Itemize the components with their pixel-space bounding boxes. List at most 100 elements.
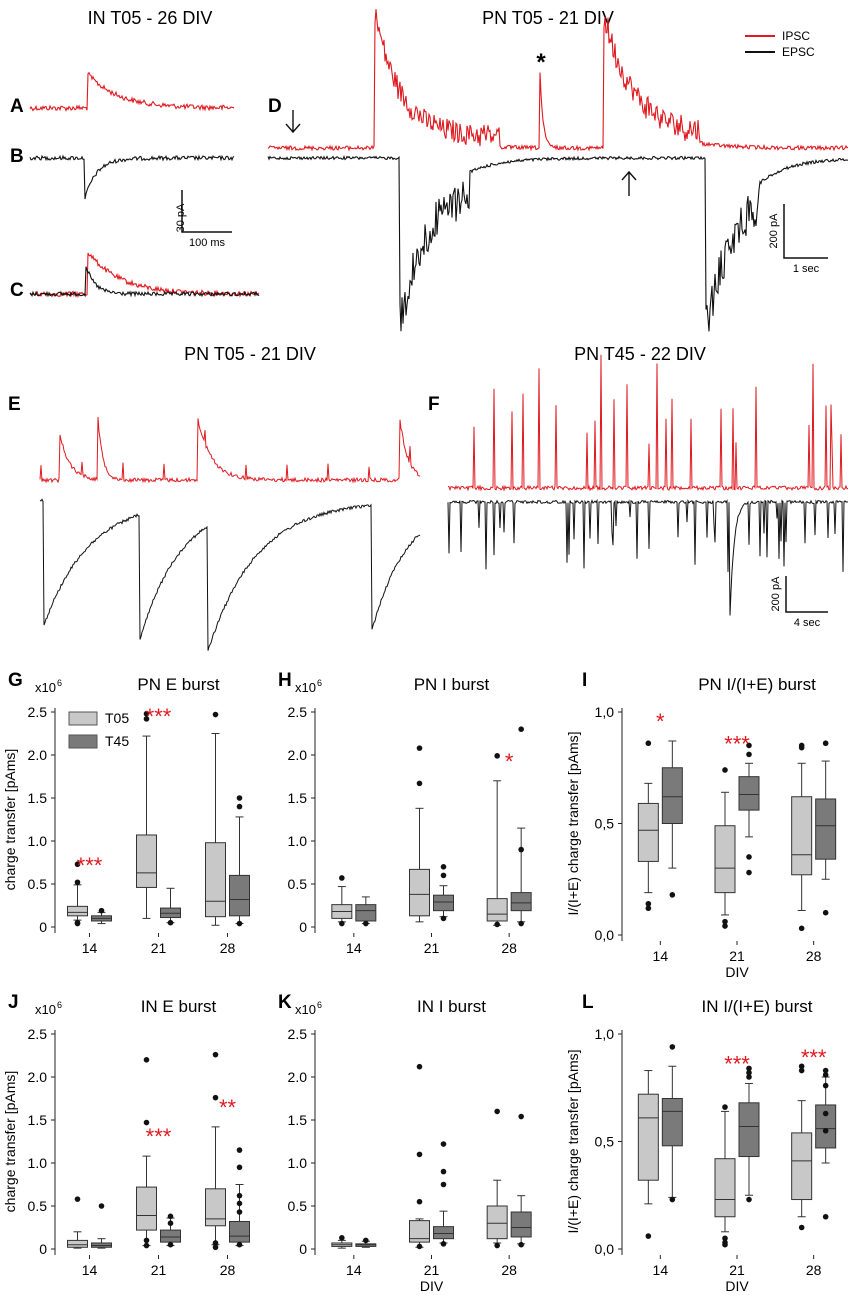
y-tick-label-H: 1.5: [288, 790, 308, 806]
x-tick-label-L: 28: [806, 1262, 822, 1278]
outlier-point: [236, 1200, 243, 1207]
outlier-point: [518, 846, 524, 853]
panel-H: PN I burst x10 6 0 0.5 1.0 1.5 2.0 2.5 14 21 28 *: [288, 675, 532, 956]
y-tick-label-G: 1.0: [28, 833, 48, 849]
legend-label-T05: T05: [105, 710, 129, 726]
outlier-point: [236, 920, 243, 927]
significance-stars: ***: [146, 704, 172, 729]
outlier-point: [746, 869, 752, 876]
y-tick-label-J: 2.0: [28, 1069, 48, 1085]
multiplier-exp-K: 6: [317, 1000, 322, 1010]
outlier-point: [722, 1241, 728, 1248]
outlier-point: [74, 1196, 81, 1202]
panel-letter-L: L: [582, 992, 594, 1013]
trace-C-epsc: [29, 266, 260, 298]
outlier-point: [645, 905, 652, 912]
title-E: PN T05 - 21 DIV: [184, 344, 316, 364]
title-J: IN E burst: [141, 997, 217, 1016]
x-tick-label-I: 28: [806, 948, 822, 964]
down-arrow-icon: [285, 110, 301, 134]
outlier-point: [518, 1113, 524, 1120]
outlier-point: [746, 1196, 752, 1203]
y-tick-label-J: 1.5: [28, 1112, 48, 1128]
trace-F-epsc: [447, 498, 849, 616]
box-T05: [409, 868, 430, 917]
y-label-G: charge transfer [pAms]: [2, 749, 18, 891]
y-tick-label-H: 2.5: [288, 704, 308, 720]
y-label-J: charge transfer [pAms]: [2, 1071, 18, 1213]
significance-stars: ***: [724, 1051, 750, 1076]
outlier-point: [822, 909, 829, 916]
y-tick-label-J: 2.5: [28, 1026, 48, 1042]
outlier-point: [746, 1065, 752, 1072]
legend-epsc: EPSC: [782, 45, 815, 59]
outlier-point: [645, 900, 652, 907]
outlier-point: [746, 751, 752, 758]
outlier-point: [669, 1196, 676, 1203]
panel-I: PN I/(I+E) burst 0,0 0,5 1,0 I/(I+E) charge …: [565, 675, 837, 980]
outlier-point: [236, 1164, 243, 1171]
panel-letter-C: C: [10, 280, 24, 301]
outlier-point: [798, 1063, 805, 1070]
x-tick-label-K: 28: [501, 1262, 517, 1278]
outlier-point: [167, 1241, 174, 1248]
scale-bar-D: [783, 204, 828, 259]
outlier-point: [798, 1067, 805, 1074]
outlier-point: [645, 1233, 652, 1239]
outlier-point: [440, 1181, 447, 1188]
box-T45: [661, 1098, 683, 1147]
outlier-point: [363, 920, 369, 927]
title-A: IN T05 - 26 DIV: [88, 8, 213, 28]
outlier-point: [236, 795, 243, 801]
box-T45: [815, 1104, 837, 1149]
box-T45: [510, 892, 532, 912]
box-T05: [136, 834, 157, 888]
outlier-point: [236, 803, 243, 810]
box-T05: [486, 898, 508, 922]
title-D: PN T05 - 21 DIV: [482, 8, 614, 28]
significance-stars: *: [656, 709, 665, 734]
title-L: IN I/(I+E) burst: [702, 997, 813, 1016]
outlier-point: [339, 1235, 345, 1241]
outlier-point: [440, 872, 447, 879]
title-I: PN I/(I+E) burst: [698, 675, 816, 694]
outlier-point: [440, 864, 447, 870]
x-label-K: DIV: [420, 1278, 444, 1294]
outlier-point: [143, 1242, 150, 1249]
outlier-point: [746, 1074, 752, 1080]
box-T05: [714, 825, 736, 894]
x-tick-label-J: 21: [151, 1262, 167, 1278]
box-T45: [355, 904, 377, 922]
outlier-point: [143, 1119, 150, 1126]
panel-letter-K: K: [278, 992, 292, 1013]
outlier-point: [440, 915, 447, 922]
x-tick-label-L: 21: [729, 1262, 745, 1278]
box-T45: [229, 1220, 250, 1243]
x-tick-label-G: 21: [151, 940, 167, 956]
outlier-point: [416, 780, 423, 787]
multiplier-G: x10: [35, 680, 56, 695]
y-label-I: I/(I+E) charge transfer [pAms]: [565, 731, 581, 915]
outlier-point: [416, 745, 423, 751]
x-tick-label-I: 21: [729, 948, 745, 964]
outlier-point: [212, 1051, 219, 1058]
box-T05: [486, 1205, 508, 1240]
legend-swatch-T05: [68, 711, 98, 726]
significance-stars: *: [505, 749, 514, 774]
y-tick-label-K: 1.0: [288, 1155, 308, 1171]
box-T45: [815, 798, 837, 860]
y-tick-label-L: 0,5: [595, 1134, 615, 1150]
panel-K: IN I burst x10 6 0 0.5 1.0 1.5 2.0 2.5 14 21 28 DIV: [288, 997, 532, 1294]
outlier-point: [236, 1192, 243, 1199]
trace-A-ipsc: [29, 71, 235, 112]
significance-stars: **: [219, 1095, 237, 1120]
x-tick-label-H: 14: [346, 940, 362, 956]
box-T05: [136, 1186, 157, 1231]
outlier-point: [798, 925, 805, 932]
box-T45: [160, 1229, 181, 1243]
x-tick-label-J: 14: [82, 1262, 98, 1278]
outlier-point: [518, 920, 524, 927]
outlier-point: [212, 1240, 219, 1246]
outlier-point: [143, 710, 150, 717]
